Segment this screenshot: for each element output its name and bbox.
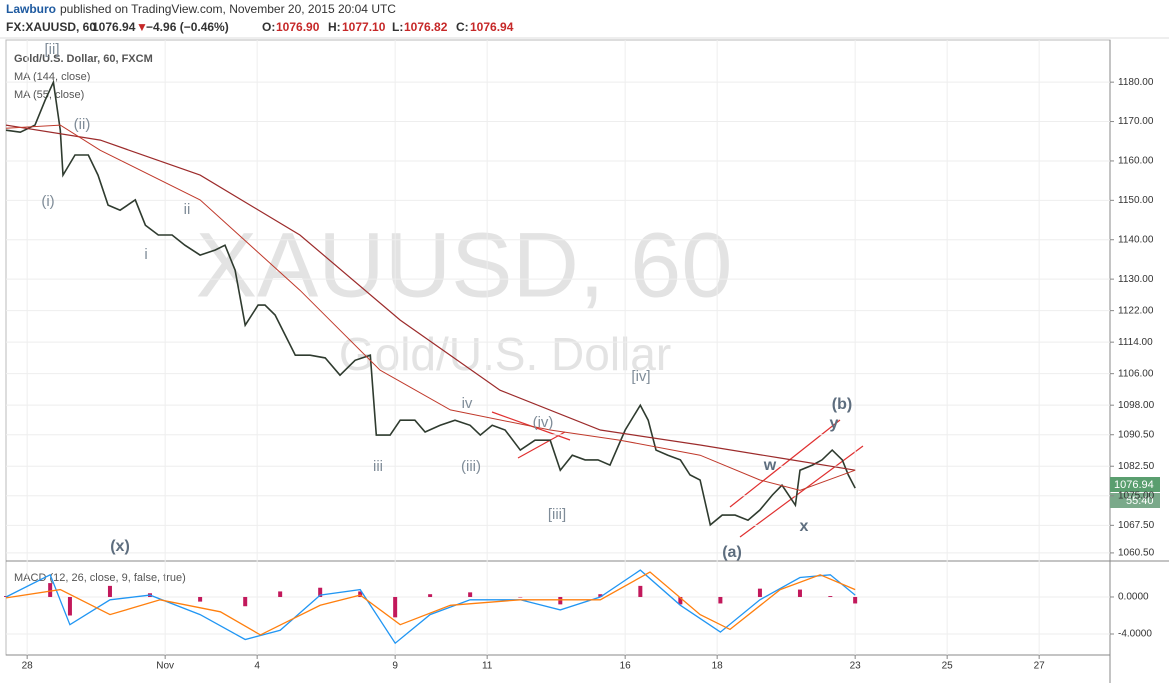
legend-ma144: MA (144, close) (14, 71, 90, 83)
histogram-bar (558, 596, 563, 605)
header-h-label: H: (328, 20, 341, 34)
wave-label: (a) (722, 544, 742, 561)
x-tick-label: Nov (156, 661, 174, 672)
header-change: −4.96 (−0.46%) (146, 20, 229, 34)
y-tick-label: 1122.00 (1118, 305, 1154, 316)
wave-label: (b) (832, 396, 852, 413)
header-symbol: FX:XAUUSD, 60 (6, 20, 96, 34)
histogram-bar (518, 596, 523, 598)
wave-label: i (144, 246, 147, 263)
header-open: 1076.90 (276, 20, 320, 34)
y-tick-label: 1082.50 (1118, 461, 1155, 472)
x-tick-label: 4 (254, 661, 260, 672)
histogram-bar (718, 596, 723, 604)
histogram-bar (598, 594, 603, 597)
x-tick-label: 28 (22, 661, 34, 672)
legend-main: Gold/U.S. Dollar, 60, FXCM (14, 53, 153, 65)
wave-label: (iv) (533, 414, 554, 431)
header-close: 1076.94 (470, 20, 514, 34)
y-tick-label: -4.0000 (1118, 629, 1152, 640)
macd-legend: MACD (12, 26, close, 9, false, true) (14, 572, 186, 584)
series-line (5, 79, 856, 527)
header-low: 1076.82 (404, 20, 448, 34)
wave-label: ii (184, 201, 191, 218)
histogram-bar (757, 588, 762, 597)
x-tick-label: 23 (850, 661, 862, 672)
published: published on TradingView.com, November 2… (60, 2, 396, 16)
watermark-symbol: XAUUSD, 60 (196, 214, 733, 316)
wave-label: x (800, 518, 809, 535)
y-tick-label: 1090.50 (1118, 429, 1155, 440)
y-tick-label: 1150.00 (1118, 195, 1154, 206)
histogram-bar (358, 591, 363, 597)
wave-label: [iv] (631, 368, 650, 385)
y-tick-label: 1098.00 (1118, 400, 1155, 411)
header-c-label: C: (456, 20, 469, 34)
wave-label: (iii) (461, 458, 481, 475)
wave-label: (i) (41, 193, 54, 210)
y-tick-label: 1060.50 (1118, 548, 1155, 559)
wave-label: w (763, 457, 777, 474)
wave-label: [ii] (45, 41, 60, 58)
wave-label: iii (373, 458, 383, 475)
histogram-bar (468, 592, 473, 597)
x-tick-label: 18 (712, 661, 724, 672)
histogram-bar (797, 589, 802, 597)
wave-label: y (830, 415, 839, 432)
header-last: 1076.94 (92, 20, 136, 34)
x-tick-label: 9 (392, 661, 398, 672)
y-tick-label: 1067.50 (1118, 520, 1155, 531)
y-tick-label: 1106.00 (1118, 368, 1154, 379)
y-tick-label: 1114.00 (1118, 337, 1153, 348)
histogram-bar (638, 585, 643, 597)
series-line (5, 571, 856, 636)
x-tick-label: 27 (1034, 661, 1046, 672)
histogram-bar (393, 596, 398, 618)
histogram-bar (428, 594, 433, 597)
wave-label: (x) (110, 538, 130, 555)
header-o-label: O: (262, 20, 275, 34)
series-line (5, 569, 856, 645)
histogram-bar (853, 596, 858, 604)
y-tick-label: 1130.00 (1118, 274, 1154, 285)
x-tick-label: 11 (482, 661, 493, 672)
histogram-bar (48, 583, 53, 597)
series-line (5, 124, 856, 471)
y-tick-label: 1160.00 (1118, 156, 1154, 167)
wave-label: (ii) (74, 116, 91, 133)
y-tick-label: 1180.00 (1118, 77, 1154, 88)
countdown-tag (1110, 493, 1160, 508)
header-l-label: L: (392, 20, 403, 34)
header-high: 1077.10 (342, 20, 386, 34)
wave-label: iv (462, 395, 473, 412)
author[interactable]: Lawburo (6, 2, 56, 16)
histogram-bar (67, 596, 72, 616)
histogram-bar (318, 587, 323, 597)
histogram-bar (828, 596, 833, 597)
wave-label: [iii] (548, 506, 566, 523)
x-tick-label: 25 (942, 661, 954, 672)
price-tag-value: 1076.94 (1114, 479, 1154, 491)
watermark-name: Gold/U.S. Dollar (339, 328, 671, 380)
histogram-bar (278, 591, 283, 597)
histogram-bar (107, 585, 112, 597)
x-tick-label: 16 (620, 661, 632, 672)
histogram-bar (678, 596, 683, 605)
y-tick-label: 1075.00 (1118, 490, 1155, 501)
y-tick-label: 1140.00 (1118, 234, 1154, 245)
price-tag (1110, 477, 1160, 492)
y-tick-label: 1170.00 (1118, 116, 1154, 127)
histogram-bar (243, 596, 248, 607)
y-tick-label: 0.0000 (1118, 592, 1149, 603)
histogram-bar (198, 596, 203, 602)
legend-ma55: MA (55, close) (14, 89, 84, 101)
countdown: 55:40 (1126, 495, 1154, 507)
series-line (5, 124, 856, 491)
header-arrow: ▼ (136, 20, 148, 34)
